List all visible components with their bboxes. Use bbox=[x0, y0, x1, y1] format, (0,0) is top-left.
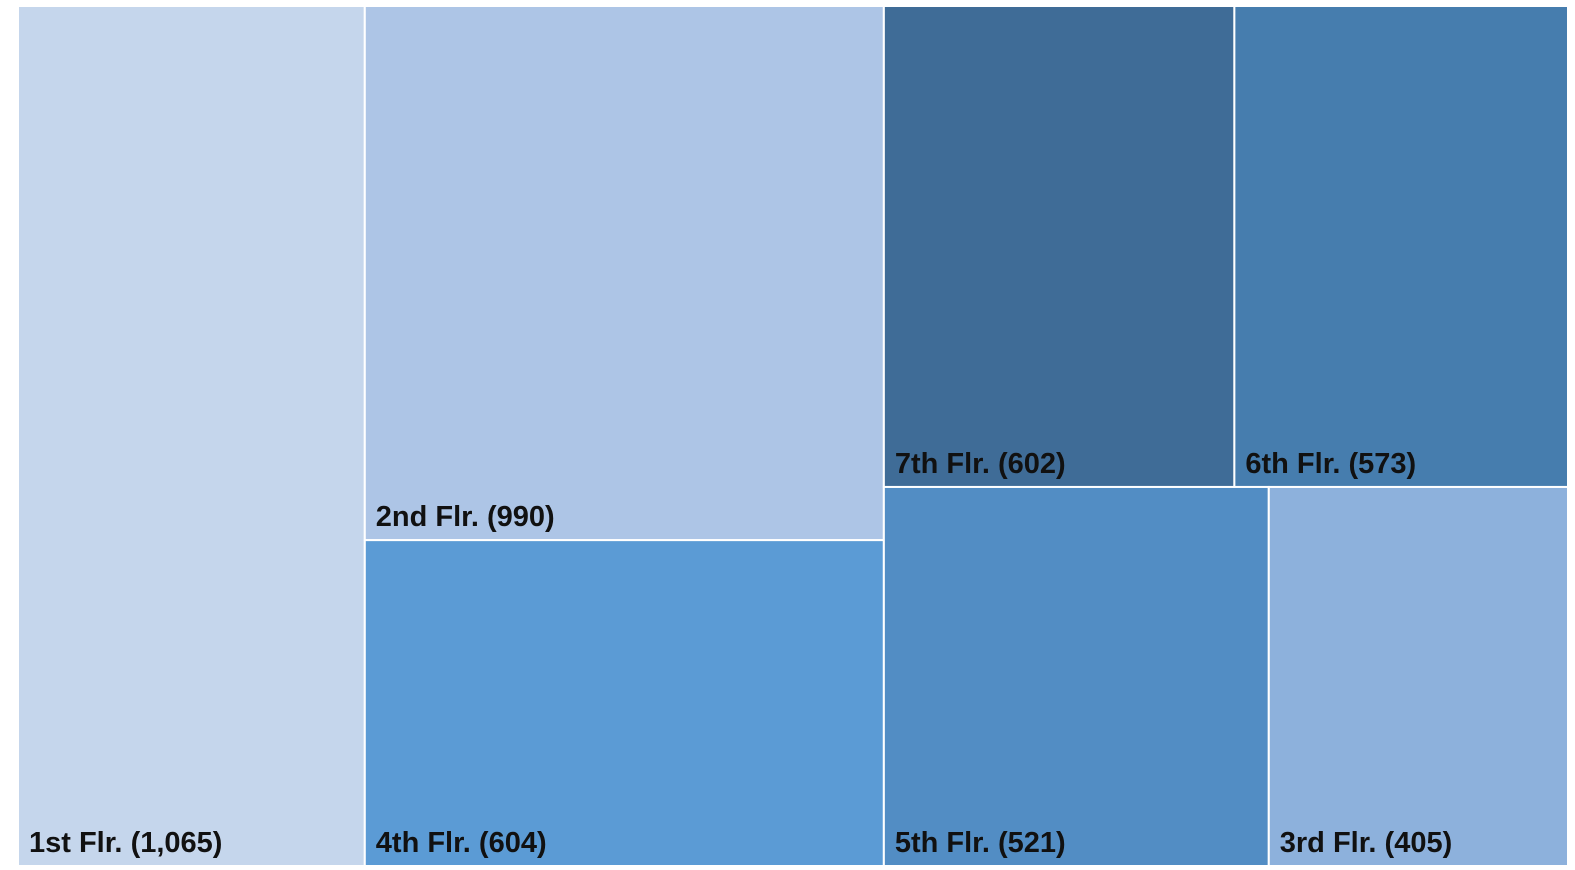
tile-label: 5th Flr. (521) bbox=[895, 827, 1066, 859]
tile-label: 3rd Flr. (405) bbox=[1280, 827, 1452, 859]
tile bbox=[363, 539, 885, 867]
category-label: 2nd Flr. bbox=[376, 501, 479, 533]
tile bbox=[882, 5, 1236, 488]
value-label: (521) bbox=[998, 827, 1066, 859]
tile bbox=[363, 5, 885, 542]
value-label: (1,065) bbox=[131, 827, 223, 859]
tile-label: 2nd Flr. (990) bbox=[376, 501, 555, 533]
category-label: 1st Flr. bbox=[29, 827, 123, 859]
category-label: 7th Flr. bbox=[895, 448, 990, 480]
value-label: (405) bbox=[1385, 827, 1453, 859]
value-label: (990) bbox=[487, 501, 555, 533]
tile-label: 1st Flr. (1,065) bbox=[29, 827, 222, 859]
tile-label: 4th Flr. (604) bbox=[376, 827, 547, 859]
value-label: (602) bbox=[998, 448, 1066, 480]
tile bbox=[882, 485, 1270, 867]
tile bbox=[1233, 5, 1570, 488]
tile-label: 6th Flr. (573) bbox=[1245, 448, 1416, 480]
category-label: 6th Flr. bbox=[1245, 448, 1340, 480]
category-label: 5th Flr. bbox=[895, 827, 990, 859]
tile bbox=[17, 5, 366, 867]
tile-label: 7th Flr. (602) bbox=[895, 448, 1066, 480]
tile bbox=[1267, 485, 1569, 867]
category-label: 4th Flr. bbox=[376, 827, 471, 859]
category-label: 3rd Flr. bbox=[1280, 827, 1377, 859]
value-label: (604) bbox=[479, 827, 547, 859]
value-label: (573) bbox=[1349, 448, 1417, 480]
